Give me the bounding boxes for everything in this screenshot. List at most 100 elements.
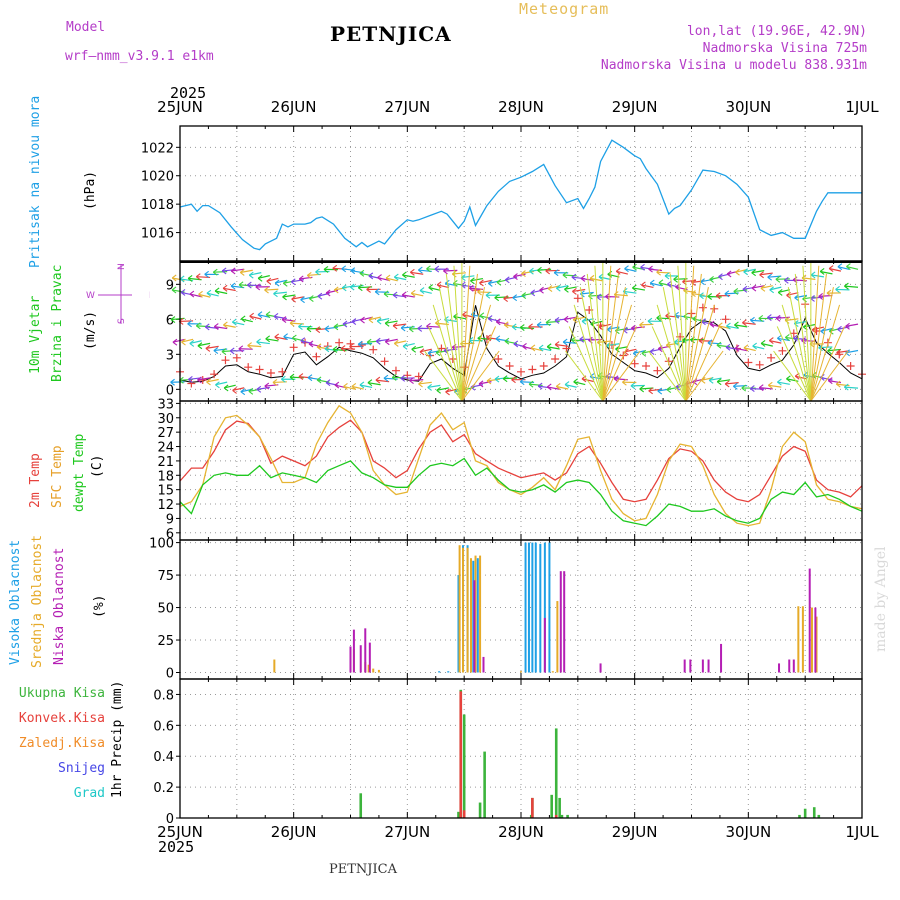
wind-arrow-head bbox=[589, 274, 595, 282]
wind-arrow-head bbox=[368, 272, 374, 280]
model-altitude-label: Nadmorska Visina u modelu 838.931m bbox=[600, 58, 867, 73]
wind-gust-point bbox=[528, 365, 537, 374]
wind-arrow-head bbox=[409, 325, 414, 333]
y-tick-label: 33 bbox=[157, 397, 174, 412]
wind-arrow-head bbox=[639, 385, 645, 393]
wind-arrow-head bbox=[179, 275, 185, 283]
wind-arrow bbox=[231, 268, 245, 272]
bar bbox=[558, 797, 561, 818]
wind-arrow bbox=[846, 265, 859, 270]
wind-fan bbox=[810, 287, 834, 402]
wind-arrow bbox=[324, 326, 339, 330]
wind-arrow-head bbox=[180, 288, 186, 296]
wind-arrow-head bbox=[581, 317, 587, 325]
wind-arrow bbox=[701, 377, 714, 381]
wind-arrow-head bbox=[741, 384, 747, 392]
wind-arrow-head bbox=[758, 384, 764, 392]
wind-arrow bbox=[571, 339, 586, 342]
wind-arrow-head bbox=[265, 335, 271, 343]
bar bbox=[707, 659, 710, 673]
wind-arrow-head bbox=[240, 388, 246, 396]
wind-arrow-head bbox=[673, 275, 678, 283]
wind-fan bbox=[602, 273, 619, 402]
wind-gust-point bbox=[778, 346, 787, 355]
wind-arrow-head bbox=[767, 273, 772, 281]
series-line bbox=[179, 419, 863, 503]
day-label-bottom: 28JUN bbox=[498, 823, 544, 841]
wind-arrow-head bbox=[460, 340, 465, 348]
wind-arrow-head bbox=[698, 337, 704, 345]
wind-arrow bbox=[402, 342, 415, 347]
wind-arrow-head bbox=[290, 278, 296, 286]
bar bbox=[473, 580, 476, 673]
wind-arrow bbox=[376, 338, 390, 342]
wind-fan bbox=[461, 273, 478, 402]
wind-arrow-head bbox=[539, 286, 544, 294]
wind-fan bbox=[461, 265, 471, 402]
wind-arrow-head bbox=[479, 279, 484, 287]
wind-arrow-head bbox=[213, 323, 219, 331]
wind-arrow bbox=[607, 273, 620, 278]
bar bbox=[543, 617, 546, 673]
wind-arrow-head bbox=[418, 266, 423, 274]
wind-arrow-head bbox=[810, 271, 816, 279]
wind-fan bbox=[579, 287, 604, 402]
wind-arrow-head bbox=[519, 324, 525, 332]
wind-arrow-head bbox=[835, 380, 841, 388]
wind-arrow-head bbox=[709, 276, 714, 283]
wind-arrow bbox=[360, 316, 373, 321]
wind-arrow-head bbox=[298, 373, 304, 381]
wind-arrow bbox=[266, 277, 279, 282]
wind-arrow-head bbox=[494, 375, 500, 383]
bar bbox=[476, 558, 479, 673]
wind-arrow-head bbox=[247, 342, 252, 349]
wind-arrow bbox=[590, 320, 603, 325]
bar bbox=[788, 659, 791, 673]
wind-arrow bbox=[588, 294, 603, 297]
wind-arrow bbox=[844, 386, 859, 389]
wind-arrow-head bbox=[189, 290, 195, 298]
series-line bbox=[179, 139, 862, 251]
wind-arrow-head bbox=[503, 321, 509, 329]
bar bbox=[798, 814, 801, 818]
wind-arrow-head bbox=[282, 293, 287, 301]
wind-arrow-head bbox=[333, 323, 339, 331]
wind-arrow-head bbox=[309, 295, 314, 303]
wind-fan bbox=[565, 350, 604, 402]
wind-gust-point bbox=[653, 366, 662, 375]
wind-arrow-head bbox=[528, 380, 534, 388]
bar bbox=[438, 671, 441, 673]
wind-arrow-head bbox=[666, 386, 672, 394]
wind-arrow-head bbox=[206, 289, 212, 297]
wind-arrow-head bbox=[775, 275, 781, 283]
wind-arrow bbox=[375, 379, 390, 383]
bar bbox=[539, 543, 542, 673]
wind-arrow-head bbox=[716, 378, 722, 386]
wind-gust-point bbox=[494, 355, 503, 363]
y-tick-label: 12 bbox=[157, 498, 174, 513]
wind-fan bbox=[427, 326, 463, 402]
wind-arrow-head bbox=[357, 284, 363, 292]
wind-arrow bbox=[751, 269, 765, 274]
y-tick-label: 30 bbox=[157, 412, 174, 427]
wind-arrow-head bbox=[769, 337, 774, 344]
wind-arrow bbox=[436, 387, 449, 391]
wind-arrow-head bbox=[486, 377, 492, 385]
wind-arrow bbox=[206, 292, 219, 297]
wind-arrow bbox=[393, 323, 407, 327]
wind-arrow-head bbox=[752, 342, 758, 350]
legend-total-rain: Ukupna Kisa bbox=[18, 686, 105, 701]
wind-arrow-head bbox=[819, 268, 825, 275]
wind-arrow-head bbox=[743, 268, 748, 276]
bar bbox=[447, 671, 450, 673]
wind-arrow-head bbox=[837, 263, 843, 271]
model-name: wrf—nmm_v3.9.1 e1km bbox=[65, 49, 214, 64]
wind-arrow bbox=[776, 316, 790, 319]
y-tick-label: 15 bbox=[157, 484, 174, 499]
year-top: 2025 bbox=[170, 84, 207, 102]
wind-arrow-head bbox=[392, 322, 398, 330]
wind-arrow-head bbox=[181, 338, 186, 346]
wind-arrow-head bbox=[170, 378, 175, 386]
wind-arrow-head bbox=[767, 381, 773, 389]
wind-arrow bbox=[537, 268, 552, 271]
